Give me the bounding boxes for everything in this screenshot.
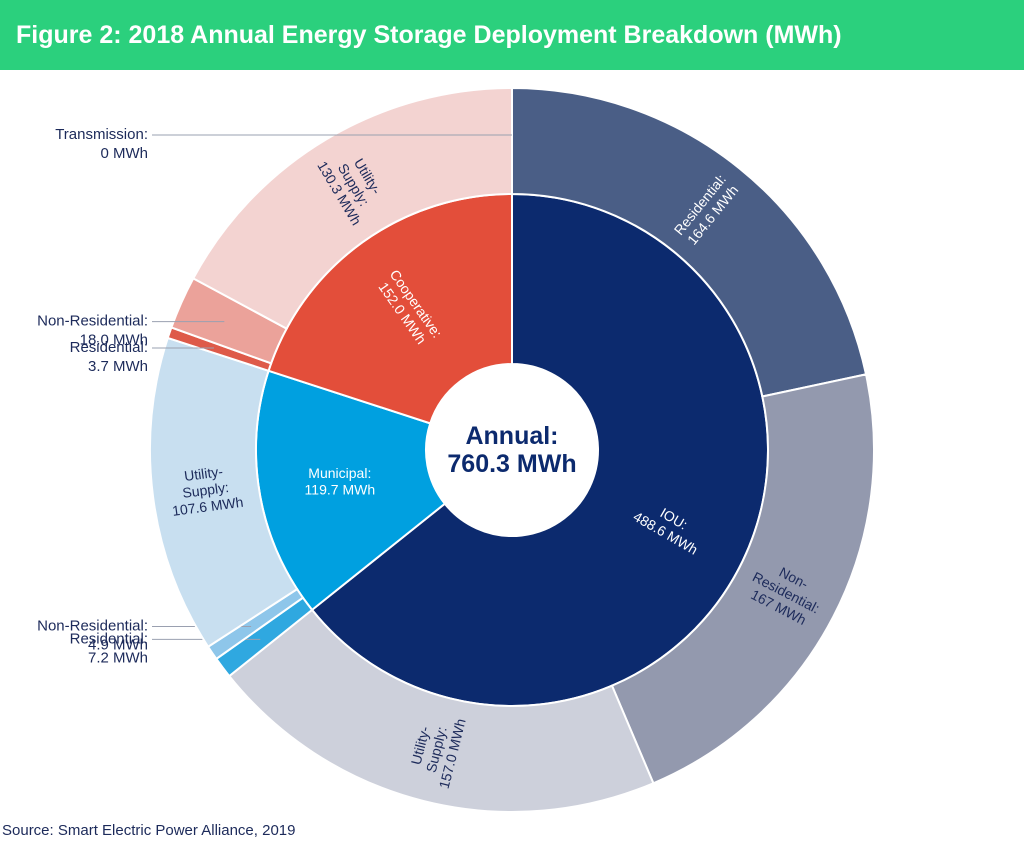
center-hole — [426, 364, 598, 536]
outer-label-cooperative-non-residential: Non-Residential: 18.0 MWh — [37, 313, 148, 349]
outer-label-cooperative-transmission: Transmission: 0 MWh — [55, 126, 148, 162]
outer-label-cooperative-residential: Residential: 3.7 MWh — [70, 339, 148, 375]
outer-label-municipal-utility-supply: Utility-Supply:107.6 MWh — [167, 461, 244, 519]
source-note: Source: Smart Electric Power Alliance, 2… — [2, 822, 296, 839]
outer-slice-iou-residential — [511, 86, 868, 398]
inner-label-municipal: Municipal: 119.7 MWh — [305, 465, 376, 498]
outer-slice-iou-utility-supply — [227, 608, 655, 813]
outer-label-municipal-residential: Residential: 7.2 MWh — [70, 630, 148, 666]
outer-slice-cooperative-utility-supply — [191, 86, 513, 330]
chart-title: Figure 2: 2018 Annual Energy Storage Dep… — [0, 0, 1024, 70]
outer-label-municipal-non-residential: Non-Residential: 4.9 MWh — [37, 618, 148, 654]
outer-slice-iou-non-residential — [610, 373, 875, 785]
center-total-label: Annual: 760.3 MWh — [447, 422, 576, 478]
